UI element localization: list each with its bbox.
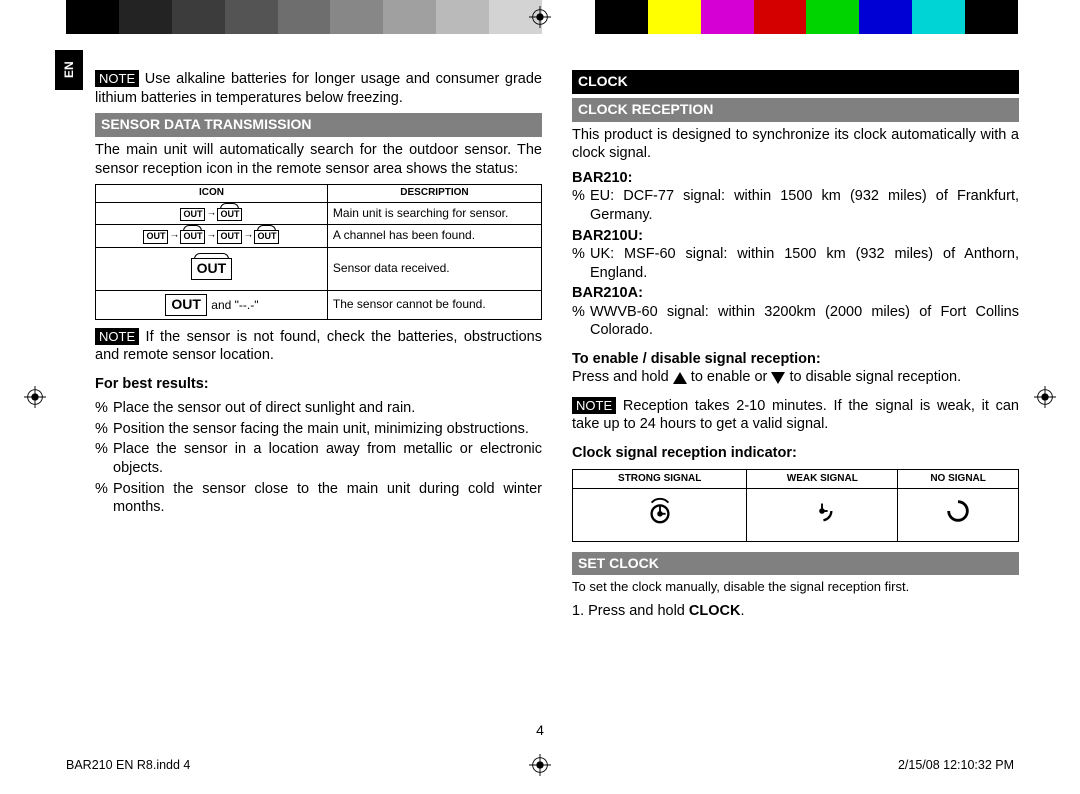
- model-desc: %WWVB-60 signal: within 3200km (2000 mil…: [572, 303, 1019, 340]
- bullet-item: %Place the sensor in a location away fro…: [95, 440, 542, 477]
- left-column: NOTE Use alkaline batteries for longer u…: [95, 70, 542, 627]
- signal-none-icon: [898, 489, 1019, 541]
- sensor-status-table: ICON DESCRIPTION OUT→OUT Main unit is se…: [95, 184, 542, 320]
- note-label: NOTE: [95, 328, 139, 345]
- language-tab: EN: [55, 50, 83, 90]
- desc-cell: A channel has been found.: [327, 225, 541, 248]
- table-row: OUT and "--.-" The sensor cannot be foun…: [96, 290, 542, 319]
- page-footer: BAR210 EN R8.indd 4 2/15/08 12:10:32 PM: [66, 758, 1014, 772]
- signal-indicator-table: STRONG SIGNAL WEAK SIGNAL NO SIGNAL: [572, 469, 1019, 542]
- table-row: OUT→OUT→OUT→OUT A channel has been found…: [96, 225, 542, 248]
- set-clock-note: To set the clock manually, disable the s…: [572, 579, 1019, 596]
- model-name: BAR210U:: [572, 227, 1019, 246]
- note-text: If the sensor is not found, check the ba…: [95, 329, 542, 364]
- table-header-icon: ICON: [96, 185, 328, 203]
- registration-mark-icon: [529, 6, 551, 28]
- desc-cell: Main unit is searching for sensor.: [327, 202, 541, 225]
- down-arrow-icon: [771, 372, 785, 384]
- enable-heading: To enable / disable signal reception:: [572, 350, 1019, 369]
- desc-cell: Sensor data received.: [327, 247, 541, 290]
- right-column: CLOCK CLOCK RECEPTION This product is de…: [572, 70, 1019, 627]
- table-header-desc: DESCRIPTION: [327, 185, 541, 203]
- model-name: BAR210:: [572, 169, 1019, 188]
- signal-weak-icon: [747, 489, 898, 541]
- bullet-item: %Position the sensor close to the main u…: [95, 480, 542, 517]
- bullet-item: %Place the sensor out of direct sunlight…: [95, 399, 542, 418]
- note-label: NOTE: [95, 70, 139, 87]
- footer-timestamp: 2/15/08 12:10:32 PM: [898, 758, 1014, 772]
- signal-strong-icon: [573, 489, 747, 541]
- note-battery: NOTE Use alkaline batteries for longer u…: [95, 70, 542, 107]
- note-text: Reception takes 2-10 minutes. If the sig…: [572, 398, 1019, 433]
- page-number: 4: [536, 722, 544, 738]
- note-reception: NOTE Reception takes 2-10 minutes. If th…: [572, 397, 1019, 434]
- model-desc: %UK: MSF-60 signal: within 1500 km (932 …: [572, 245, 1019, 282]
- section-sensor-transmission: SENSOR DATA TRANSMISSION: [95, 113, 542, 137]
- note-label: NOTE: [572, 397, 616, 414]
- bullet-item: %Position the sensor facing the main uni…: [95, 420, 542, 439]
- registration-mark-icon: [24, 386, 46, 408]
- note-text: Use alkaline batteries for longer usage …: [95, 71, 542, 106]
- clock-reception-para: This product is designed to synchronize …: [572, 126, 1019, 163]
- enable-instructions: Press and hold to enable or to disable s…: [572, 368, 1019, 387]
- model-name: BAR210A:: [572, 284, 1019, 303]
- signal-header: WEAK SIGNAL: [747, 469, 898, 489]
- best-results-heading: For best results:: [95, 375, 542, 394]
- signal-header: NO SIGNAL: [898, 469, 1019, 489]
- footer-filename: BAR210 EN R8.indd 4: [66, 758, 190, 772]
- note-sensor-not-found: NOTE If the sensor is not found, check t…: [95, 328, 542, 365]
- set-clock-step1: 1. Press and hold CLOCK.: [572, 602, 1019, 621]
- registration-mark-icon: [1034, 386, 1056, 408]
- section-set-clock: SET CLOCK: [572, 552, 1019, 576]
- sensor-para: The main unit will automatically search …: [95, 141, 542, 178]
- table-row: OUT→OUT Main unit is searching for senso…: [96, 202, 542, 225]
- icon-notfound: OUT and "--.-": [96, 290, 328, 319]
- signal-header: STRONG SIGNAL: [573, 469, 747, 489]
- section-clock-reception: CLOCK RECEPTION: [572, 98, 1019, 122]
- icon-searching: OUT→OUT: [96, 202, 328, 225]
- section-clock: CLOCK: [572, 70, 1019, 94]
- table-row: OUT Sensor data received.: [96, 247, 542, 290]
- indicator-heading: Clock signal reception indicator:: [572, 444, 1019, 463]
- icon-received: OUT: [96, 247, 328, 290]
- up-arrow-icon: [673, 372, 687, 384]
- desc-cell: The sensor cannot be found.: [327, 290, 541, 319]
- icon-found: OUT→OUT→OUT→OUT: [96, 225, 328, 248]
- model-desc: %EU: DCF-77 signal: within 1500 km (932 …: [572, 187, 1019, 224]
